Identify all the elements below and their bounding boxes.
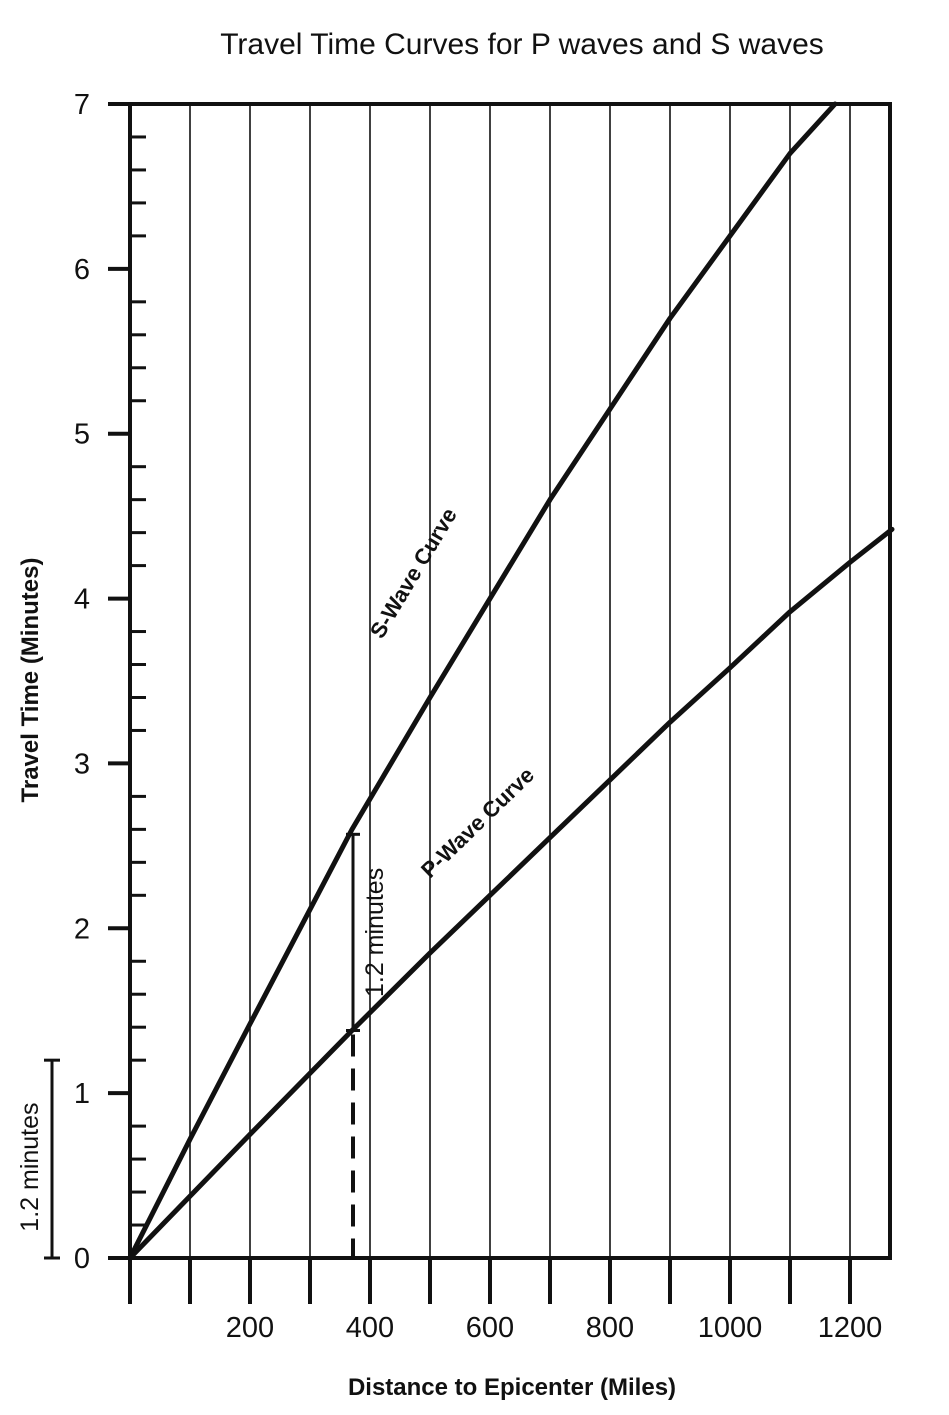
scale-bracket-label: 1.2 minutes bbox=[16, 1102, 44, 1231]
p-wave-curve bbox=[127, 526, 895, 1261]
x-tick-label: 1000 bbox=[698, 1312, 763, 1344]
y-tick-label: 1 bbox=[74, 1078, 90, 1110]
y-tick-label: 4 bbox=[74, 584, 90, 616]
y-tick-label: 3 bbox=[74, 748, 90, 780]
x-tick-label: 200 bbox=[226, 1312, 274, 1344]
axis-ticks bbox=[108, 102, 852, 1304]
plot-frame bbox=[128, 102, 892, 1260]
y-tick-label: 2 bbox=[74, 913, 90, 945]
x-axis-label: Distance to Epicenter (Miles) bbox=[348, 1374, 676, 1401]
x-tick-label: 400 bbox=[346, 1312, 394, 1344]
s-wave-curve-label: S-Wave Curve bbox=[365, 503, 462, 642]
y-axis-label: Travel Time (Minutes) bbox=[17, 558, 44, 803]
s-wave-curve bbox=[127, 101, 838, 1261]
x-tick-label: 600 bbox=[466, 1312, 514, 1344]
y-tick-label: 0 bbox=[74, 1243, 90, 1275]
y-tick-label: 7 bbox=[74, 89, 90, 121]
x-tick-label: 800 bbox=[586, 1312, 634, 1344]
x-tick-label: 1200 bbox=[818, 1312, 883, 1344]
y-tick-label: 5 bbox=[74, 419, 90, 451]
bracket-label: 1.2 minutes bbox=[361, 868, 389, 997]
vertical-grid-lines bbox=[189, 104, 851, 1258]
y-tick-label: 6 bbox=[74, 254, 90, 286]
chart-title: Travel Time Curves for P waves and S wav… bbox=[220, 28, 824, 61]
annotations-layer: 1.2 minutes 1.2 minutes bbox=[16, 832, 389, 1260]
tick-labels-layer: 200 400 600 800 1000 1200 0 1 2 3 4 5 6 7 bbox=[74, 89, 882, 1344]
